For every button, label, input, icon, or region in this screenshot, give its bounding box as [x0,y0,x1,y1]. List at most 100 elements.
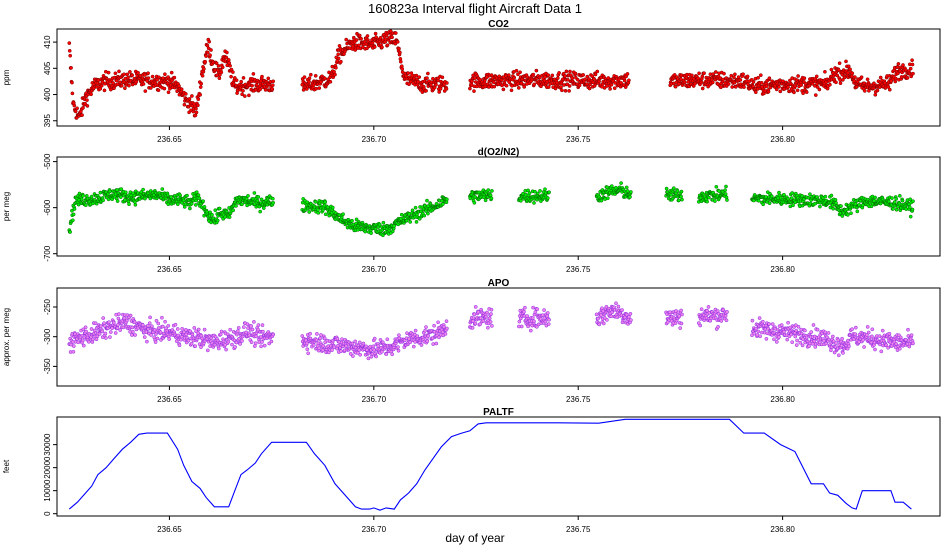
data-point [547,317,551,322]
data-point [774,87,779,92]
data-point [437,335,441,340]
x-tick-label: 236.75 [566,395,591,404]
data-point [909,333,914,338]
data-point [199,81,204,86]
data-point [103,331,108,336]
data-point [317,346,322,351]
data-point [193,203,198,207]
data-point [419,343,424,347]
data-point [714,184,719,189]
data-point [100,329,105,334]
page-title: 160823a Interval flight Aircraft Data 1 [368,1,582,16]
data-point [241,76,246,80]
data-point [213,208,218,213]
data-point [358,352,363,357]
data-point [116,322,120,327]
data-point [70,91,75,96]
data-segment [517,305,551,333]
data-point [624,312,629,317]
data-point [483,198,488,203]
data-point [167,337,172,341]
data-point [786,320,790,325]
data-point [160,187,165,191]
data-point [826,331,831,335]
data-point [194,110,199,115]
data-point [216,346,221,351]
data-point [478,316,483,320]
data-point [850,327,854,332]
data-point [314,338,319,342]
data-point [209,48,213,52]
data-point [405,331,409,336]
data-point [671,186,676,191]
data-point [123,190,128,195]
data-point [506,73,511,77]
data-point [81,193,85,198]
data-point [911,71,915,76]
data-point [509,88,514,93]
data-point [354,38,359,42]
data-point [629,190,633,194]
data-point [260,340,264,344]
data-point [835,73,840,78]
data-point [398,50,402,55]
data-point [886,199,891,204]
data-point [263,88,268,92]
data-point [308,72,313,77]
data-point [85,104,90,108]
data-point [873,347,877,352]
data-point [128,313,133,318]
data-point [384,352,389,356]
data-point [789,196,794,200]
data-point [472,89,476,93]
data-point [573,71,578,76]
data-point [604,304,609,309]
data-point [224,347,228,352]
y-tick-label: -350 [43,358,52,375]
data-point [131,329,135,334]
data-point [732,75,736,80]
data-point [194,106,198,111]
data-segment [594,181,633,203]
data-point [845,213,850,217]
data-point [490,189,494,193]
data-point [514,68,519,73]
data-point [792,90,796,95]
data-point [83,101,88,106]
data-point [75,106,79,111]
data-point [399,212,404,217]
data-point [519,324,524,329]
data-point [774,340,779,344]
data-point [723,188,727,193]
data-point [142,335,147,339]
data-point [234,78,239,83]
data-point [698,323,703,328]
data-point [259,344,263,349]
data-point [196,103,200,108]
data-point [545,311,550,315]
data-point [374,354,378,359]
data-point [230,342,234,347]
data-point [862,345,866,349]
data-point [336,52,341,57]
data-point [799,83,804,87]
data-point [318,336,322,341]
plot-frame [56,416,941,517]
data-point [767,201,772,206]
data-point [106,70,111,75]
data-point [370,41,375,45]
data-point [413,328,418,333]
data-point [815,327,820,332]
data-point [424,325,428,329]
data-point [768,85,773,90]
data-point [836,68,841,72]
y-tick-label: 405 [43,61,52,75]
data-point [99,324,103,329]
plot-area [67,301,915,361]
data-point [205,50,210,55]
data-point [790,191,795,195]
data-point [240,92,244,97]
data-point [761,202,766,207]
data-point [887,87,892,92]
